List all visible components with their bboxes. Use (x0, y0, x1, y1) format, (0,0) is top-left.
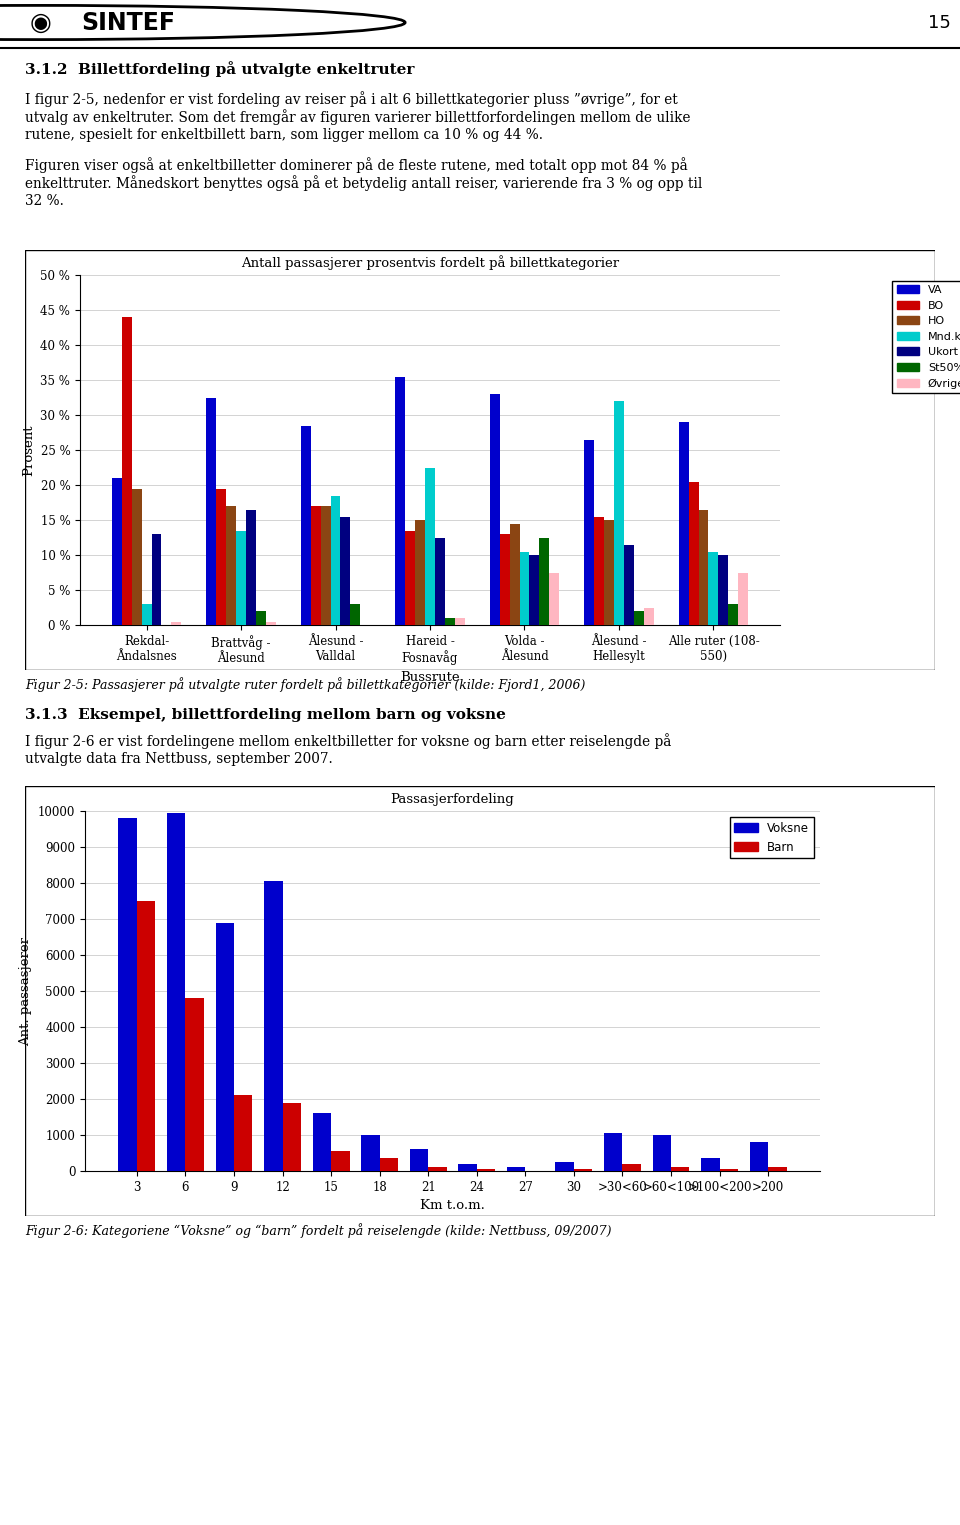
Bar (256, 612, 266, 625)
Bar (227, 506, 236, 625)
Bar (644, 607, 654, 625)
Legend: Voksne, Barn: Voksne, Barn (730, 817, 814, 859)
Text: 3.1.2  Billettfordeling på utvalgte enkeltruter: 3.1.2 Billettfordeling på utvalgte enkel… (25, 61, 415, 76)
Bar (530, 555, 540, 625)
Bar (720, 1170, 738, 1171)
Bar (455, 618, 465, 625)
Text: ◉: ◉ (30, 11, 51, 35)
Text: utvalgte data fra Nettbuss, september 2007.: utvalgte data fra Nettbuss, september 20… (25, 752, 333, 766)
Bar (311, 506, 321, 625)
Text: enkelttruter. Månedskort benyttes også på et betydelig antall reiser, varierende: enkelttruter. Månedskort benyttes også p… (25, 175, 703, 191)
Text: 15: 15 (927, 14, 950, 32)
Bar (171, 622, 181, 625)
Bar (699, 509, 708, 625)
Title: Passasjerfordeling: Passasjerfordeling (391, 793, 515, 805)
Bar (118, 819, 137, 1171)
Bar (594, 517, 604, 625)
Bar (361, 1135, 379, 1171)
Bar (458, 1164, 477, 1171)
Bar (500, 534, 510, 625)
Title: Antall passasjerer prosentvis fordelt på billettkategorier: Antall passasjerer prosentvis fordelt på… (241, 255, 619, 270)
X-axis label: Km t.o.m.: Km t.o.m. (420, 1199, 485, 1212)
Bar (671, 1168, 689, 1171)
Text: Figur 2-5: Passasjerer på utvalgte ruter fordelt på billettkategorier (kilde: Fj: Figur 2-5: Passasjerer på utvalgte ruter… (25, 677, 586, 692)
Bar (122, 317, 132, 625)
Bar (396, 377, 405, 625)
Bar (206, 398, 216, 625)
Bar (622, 1164, 641, 1171)
Text: 3.1.3  Eksempel, billettfordeling mellom barn og voksne: 3.1.3 Eksempel, billettfordeling mellom … (25, 708, 506, 721)
Text: I figur 2-5, nedenfor er vist fordeling av reiser på i alt 6 billettkategorier p: I figur 2-5, nedenfor er vist fordeling … (25, 92, 678, 107)
Bar (350, 604, 360, 625)
Bar (604, 520, 614, 625)
Bar (750, 1142, 768, 1171)
Bar (300, 425, 311, 625)
X-axis label: Bussrute: Bussrute (400, 671, 460, 683)
Bar (216, 488, 227, 625)
Text: Figur 2-6: Kategoriene “Voksne” og “barn” fordelt på reiselengde (kilde: Nettbus: Figur 2-6: Kategoriene “Voksne” og “barn… (25, 1223, 612, 1238)
Text: 32 %.: 32 %. (25, 194, 64, 207)
Bar (132, 488, 141, 625)
Bar (141, 604, 152, 625)
Bar (435, 537, 444, 625)
Text: I figur 2-6 er vist fordelingene mellom enkeltbilletter for voksne og barn etter: I figur 2-6 er vist fordelingene mellom … (25, 734, 671, 749)
Bar (111, 477, 122, 625)
Y-axis label: Prosent: Prosent (22, 424, 35, 476)
Bar (321, 506, 330, 625)
Bar (510, 523, 519, 625)
Text: utvalg av enkeltruter. Som det fremgår av figuren varierer billettforfordelingen: utvalg av enkeltruter. Som det fremgår a… (25, 110, 690, 125)
Bar (718, 555, 729, 625)
Text: rutene, spesielt for enkeltbillett barn, som ligger mellom ca 10 % og 44 %.: rutene, spesielt for enkeltbillett barn,… (25, 128, 543, 142)
Bar (428, 1168, 446, 1171)
Y-axis label: Ant. passasjerer: Ant. passasjerer (19, 936, 33, 1046)
Bar (614, 401, 624, 625)
Bar (585, 439, 594, 625)
Bar (444, 618, 455, 625)
Bar (415, 520, 425, 625)
Bar (540, 537, 549, 625)
Text: Figuren viser også at enkeltbilletter dominerer på de fleste rutene, med totalt : Figuren viser også at enkeltbilletter do… (25, 157, 687, 172)
Bar (490, 393, 500, 625)
Bar (729, 604, 738, 625)
Text: SINTEF: SINTEF (82, 11, 176, 35)
Bar (185, 999, 204, 1171)
Legend: VA, BO, HO, Mnd.k, Ukort, St50%, Øvrige: VA, BO, HO, Mnd.k, Ukort, St50%, Øvrige (892, 281, 960, 393)
Bar (556, 1162, 574, 1171)
Bar (282, 1103, 301, 1171)
Bar (574, 1170, 592, 1171)
Bar (313, 1113, 331, 1171)
Bar (266, 622, 276, 625)
Bar (653, 1135, 671, 1171)
FancyBboxPatch shape (25, 250, 935, 669)
Bar (167, 813, 185, 1171)
Bar (738, 572, 748, 625)
Bar (519, 552, 530, 625)
Bar (234, 1095, 252, 1171)
Bar (549, 572, 560, 625)
FancyBboxPatch shape (25, 785, 935, 1215)
Bar (701, 1159, 720, 1171)
Bar (410, 1150, 428, 1171)
Bar (679, 422, 688, 625)
Bar (624, 544, 634, 625)
Bar (405, 531, 415, 625)
Bar (604, 1133, 622, 1171)
Bar (331, 1151, 349, 1171)
Bar (330, 496, 341, 625)
Bar (216, 923, 234, 1171)
Bar (688, 482, 699, 625)
Bar (477, 1170, 495, 1171)
Bar (768, 1168, 786, 1171)
Bar (708, 552, 718, 625)
Bar (264, 881, 282, 1171)
Bar (507, 1168, 525, 1171)
Bar (246, 509, 256, 625)
Bar (425, 468, 435, 625)
Bar (236, 531, 246, 625)
Bar (341, 517, 350, 625)
Bar (137, 901, 156, 1171)
Bar (634, 612, 644, 625)
Bar (379, 1159, 398, 1171)
Bar (152, 534, 161, 625)
